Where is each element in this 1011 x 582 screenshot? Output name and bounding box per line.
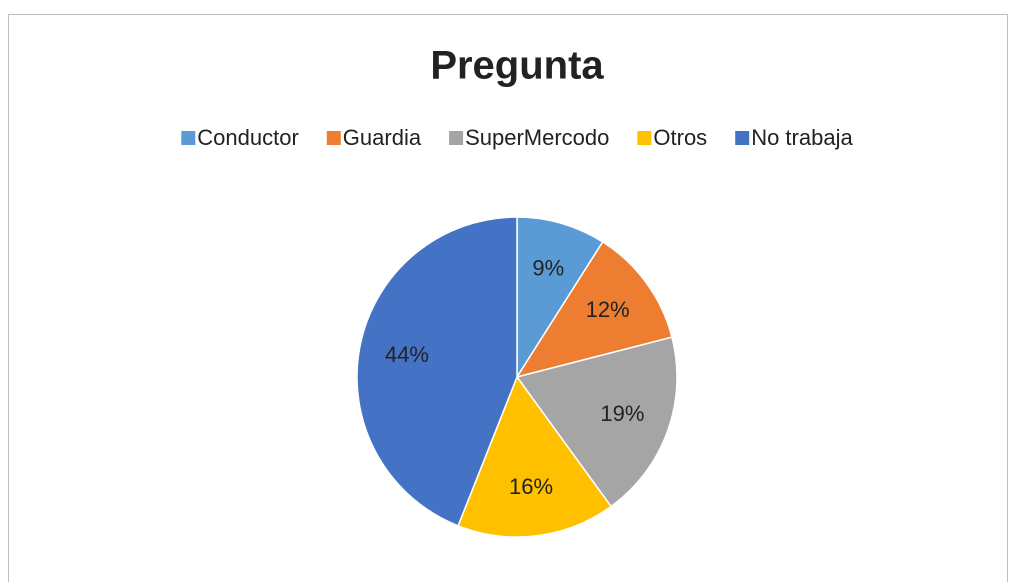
- pie-slice: [356, 216, 518, 527]
- legend-swatch: [449, 131, 464, 145]
- legend-label: Conductor: [197, 125, 299, 150]
- pie-slice: [516, 216, 604, 380]
- legend-label: Guardia: [343, 125, 422, 150]
- data-label: 16%: [509, 474, 553, 499]
- data-label: 19%: [600, 401, 644, 426]
- pie-slice: [457, 375, 613, 538]
- data-label: 44%: [385, 342, 429, 367]
- legend-swatch: [181, 131, 196, 145]
- chart-title: Pregunta: [430, 44, 604, 88]
- data-label: 9%: [532, 255, 564, 280]
- legend-label: Otros: [653, 125, 707, 150]
- legend-swatch: [735, 131, 750, 145]
- pie-slice: [515, 240, 673, 379]
- legend-label: SuperMercodo: [465, 125, 609, 150]
- pie-slice: [515, 336, 678, 508]
- legend-swatch: [637, 131, 652, 145]
- legend-label: No trabaja: [751, 125, 853, 150]
- data-label: 12%: [586, 297, 630, 322]
- legend-swatch: [326, 131, 341, 145]
